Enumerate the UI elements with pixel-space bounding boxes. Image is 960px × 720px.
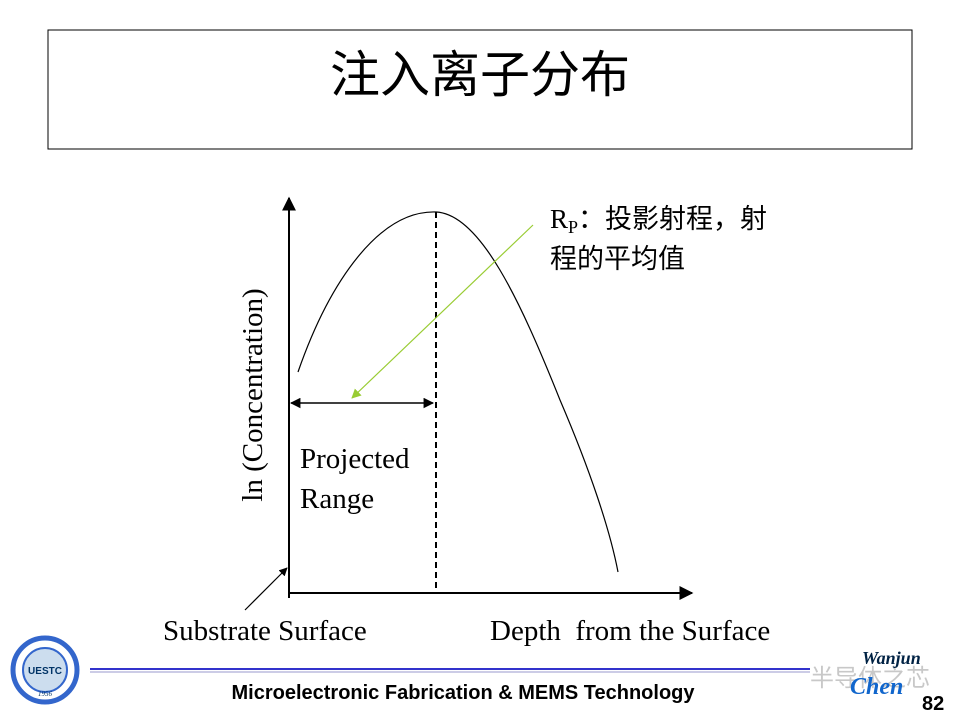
pointer-arrow bbox=[351, 224, 534, 399]
y-axis-label: ln (Concentration) bbox=[237, 288, 269, 501]
logo-text: UESTC bbox=[28, 666, 62, 677]
annotation: 程的平均值 bbox=[550, 244, 685, 274]
range-label: Projected bbox=[300, 443, 410, 475]
title: 注入离子分布 bbox=[330, 47, 630, 103]
watermark: 半导体之芯 bbox=[810, 665, 930, 692]
range-label: Range bbox=[300, 483, 374, 515]
logo bbox=[22, 647, 68, 693]
logo-year: 1956 bbox=[38, 690, 53, 698]
page-number: 82 bbox=[922, 693, 944, 715]
surface-arrow bbox=[244, 567, 288, 611]
author: Chen bbox=[850, 674, 903, 700]
title-box bbox=[47, 29, 913, 150]
annotation: RP：投影射程，射 bbox=[550, 204, 767, 237]
x-axis-label: Depth from the Surface bbox=[490, 615, 770, 647]
course-name: Microelectronic Fabrication & MEMS Techn… bbox=[231, 682, 695, 704]
profile-curve bbox=[297, 211, 619, 573]
surface-label: Substrate Surface bbox=[163, 615, 367, 647]
author: Wanjun bbox=[862, 648, 921, 668]
